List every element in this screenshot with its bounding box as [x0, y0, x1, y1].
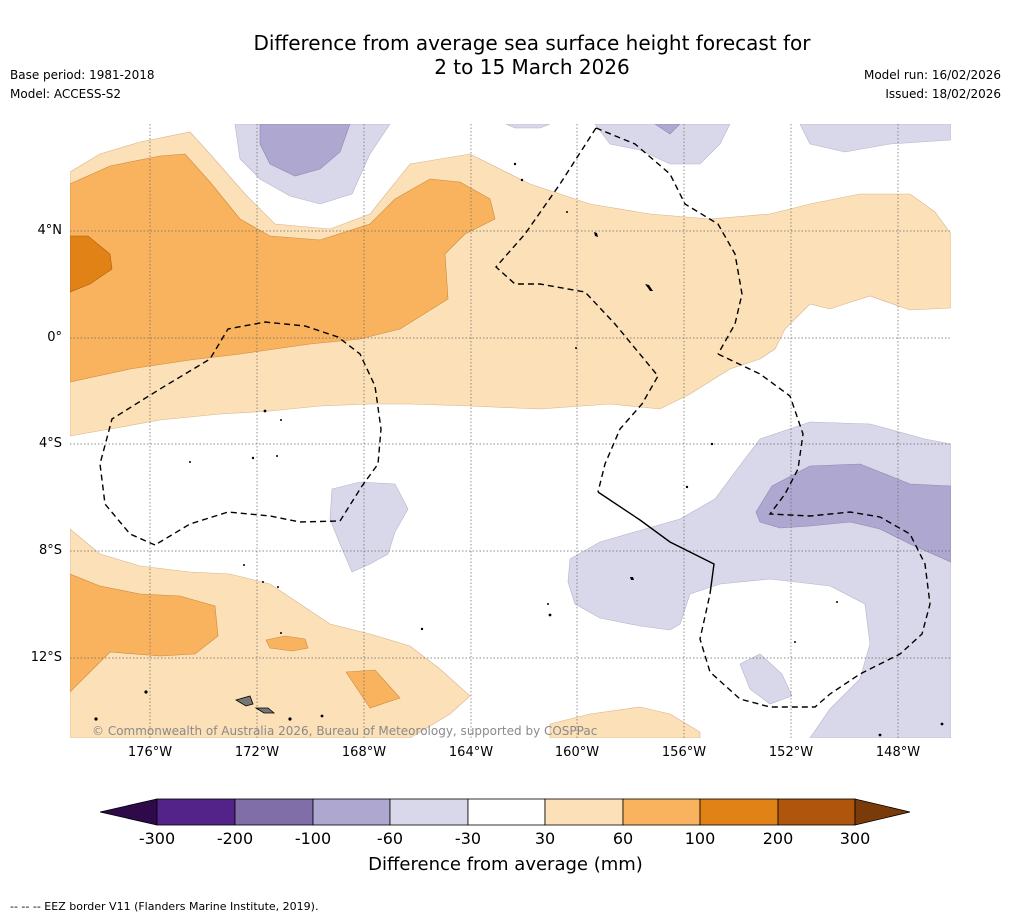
islands	[94, 162, 944, 737]
lon-label-168w: 168°W	[341, 745, 387, 760]
anomaly-region-n30-n60-topcenter	[505, 124, 551, 129]
base-period: Base period: 1981-2018	[10, 68, 155, 82]
lon-label-176w: 176°W	[127, 745, 173, 760]
colorbar-segment-30-60	[544, 798, 624, 826]
issued-date: Issued: 18/02/2026	[885, 87, 1001, 101]
colorbar-tick-n60: -60	[376, 829, 404, 848]
colorbar-segment-n200-n100	[234, 798, 314, 826]
anomaly-region-30-60-south-central	[549, 706, 701, 738]
colorbar-tick-n200: -200	[216, 829, 254, 848]
eez-border-west	[99, 321, 382, 546]
colorbar-segment-60-100	[622, 798, 701, 826]
meta-left: Base period: 1981-2018 Model: ACCESS-S2	[10, 66, 155, 104]
title-line-2: 2 to 15 March 2026	[434, 55, 630, 79]
colorbar-segment-100-200	[699, 798, 779, 826]
anomaly-region-60-100-small-1	[265, 635, 309, 652]
lat-label-8s: 8°S	[38, 543, 62, 558]
colorbar-segment-200-300	[777, 798, 856, 826]
anomaly-region-100-200-west	[70, 235, 113, 293]
lon-label-172w: 172°W	[234, 745, 280, 760]
eez-border-center	[495, 127, 659, 493]
lat-label-0: 0°	[47, 330, 62, 345]
lon-label-152w: 152°W	[768, 745, 814, 760]
anomaly-region-60-100-small-2	[345, 669, 401, 709]
colorbar	[100, 798, 911, 826]
colorbar-tick-30: 30	[534, 829, 556, 848]
lon-label-160w: 160°W	[554, 745, 600, 760]
lon-label-156w: 156°W	[661, 745, 707, 760]
island-samoa-savaii	[254, 707, 276, 714]
colorbar-label: Difference from average (mm)	[368, 854, 643, 875]
lon-label-148w: 148°W	[875, 745, 921, 760]
colorbar-tick-n30: -30	[454, 829, 482, 848]
lat-label-12s: 12°S	[30, 650, 62, 665]
anomaly-region-n30-n60-central	[329, 481, 409, 573]
anomaly-region-n30-n60-northeast-2	[799, 124, 951, 153]
eez-borders	[99, 127, 931, 708]
lat-label-4n: 4°N	[37, 223, 63, 238]
eez-footnote: -- -- -- EEZ border V11 (Flanders Marine…	[10, 900, 319, 913]
copyright-notice: © Commonwealth of Australia 2026, Bureau…	[92, 724, 598, 738]
colorbar-tick-300: 300	[839, 829, 871, 848]
anomaly-region-n30-n60-islet	[739, 653, 793, 705]
colorbar-segment-n60-n30	[389, 798, 469, 826]
model-name: Model: ACCESS-S2	[10, 87, 122, 101]
colorbar-tick-60: 60	[612, 829, 634, 848]
colorbar-segment-n300-n200	[156, 798, 236, 826]
graticule	[70, 124, 951, 738]
lat-label-4s: 4°S	[38, 436, 62, 451]
colorbar-tick-n100: -100	[294, 829, 332, 848]
island-samoa-upolu	[235, 695, 254, 707]
eez-border-north	[595, 127, 743, 355]
colorbar-tick-200: 200	[762, 829, 794, 848]
colorbar-extend-high	[854, 798, 911, 826]
anomaly-region-60-100-southwest	[70, 573, 219, 693]
eez-border-east	[699, 353, 931, 708]
colorbar-segment-n30-30	[467, 798, 546, 826]
anomaly-region-60-100-equatorial	[70, 153, 496, 383]
meta-right: Model run: 16/02/2026 Issued: 18/02/2026	[864, 66, 1001, 104]
anomaly-region-n60-n100-northeast	[654, 124, 681, 135]
model-run: Model run: 16/02/2026	[863, 68, 1001, 82]
map-panel	[70, 124, 951, 738]
title-line-1: Difference from average sea surface heig…	[253, 31, 811, 55]
eez-border-solid-segment	[597, 491, 715, 595]
colorbar-extend-low	[100, 798, 158, 826]
colorbar-tick-n300: -300	[138, 829, 176, 848]
anomaly-region-n30-n60-northeast-1	[594, 124, 731, 165]
colorbar-tick-100: 100	[684, 829, 716, 848]
lon-label-164w: 164°W	[448, 745, 494, 760]
chart-title: Difference from average sea surface heig…	[0, 31, 1011, 79]
colorbar-segment-n100-n60	[312, 798, 391, 826]
anomaly-region-n60-n100-southeast	[755, 463, 951, 563]
anomaly-region-n60-n100-north	[259, 124, 351, 177]
